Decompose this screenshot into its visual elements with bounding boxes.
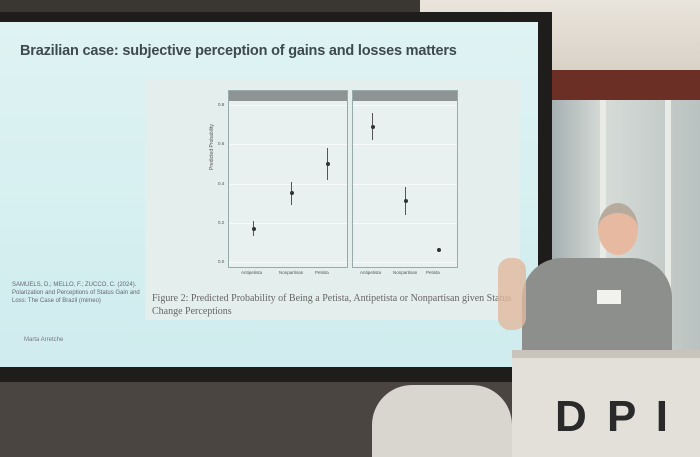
x-tick-label: Petista [426, 270, 440, 275]
x-tick-label: Antipetista [241, 270, 263, 275]
y-tick-label: 0.0 [218, 259, 225, 264]
data-point [436, 248, 441, 253]
x-tick-label: Nonpartisan [393, 270, 418, 275]
data-point [289, 191, 294, 196]
panel-left [228, 90, 348, 268]
data-point [251, 226, 256, 231]
data-point [325, 161, 330, 166]
slide-title: Brazilian case: subjective perception of… [20, 43, 457, 59]
wall-beam [545, 70, 700, 102]
caption-line: Change Perceptions [152, 306, 232, 317]
podium [512, 350, 700, 457]
presenter-hand [498, 258, 526, 330]
x-tick-label: Antipetista [360, 270, 382, 275]
presenter [522, 258, 672, 355]
caption-line: Figure 2: Predicted Probability of Being… [152, 293, 512, 304]
podium-logo: D P I [555, 392, 673, 441]
chair [372, 385, 512, 457]
citation: SAMUELS, D.; MELLO, F.; ZUCCO, C. (2024)… [12, 282, 140, 304]
y-tick-label: 0.2 [218, 219, 225, 225]
y-tick-label: 0.4 [218, 180, 225, 186]
panel-right [352, 90, 458, 268]
x-tick-label: Nonpartisan [279, 270, 304, 275]
presenter-head [598, 203, 638, 255]
x-tick-label: Petista [315, 270, 329, 275]
y-axis-label: Predicted Probability [209, 124, 215, 170]
data-point [370, 124, 375, 129]
author: Marta Arretche [24, 337, 64, 343]
y-tick-label: 0.8 [218, 102, 225, 107]
figure: Predicted Probability 0.8 0.6 0.4 0.2 0.0 Ant… [145, 80, 520, 320]
y-tick-label: 0.6 [218, 141, 225, 147]
name-badge [597, 290, 621, 304]
data-point [403, 199, 408, 204]
figure-caption: Figure 2: Predicted Probability of Being… [152, 292, 512, 318]
